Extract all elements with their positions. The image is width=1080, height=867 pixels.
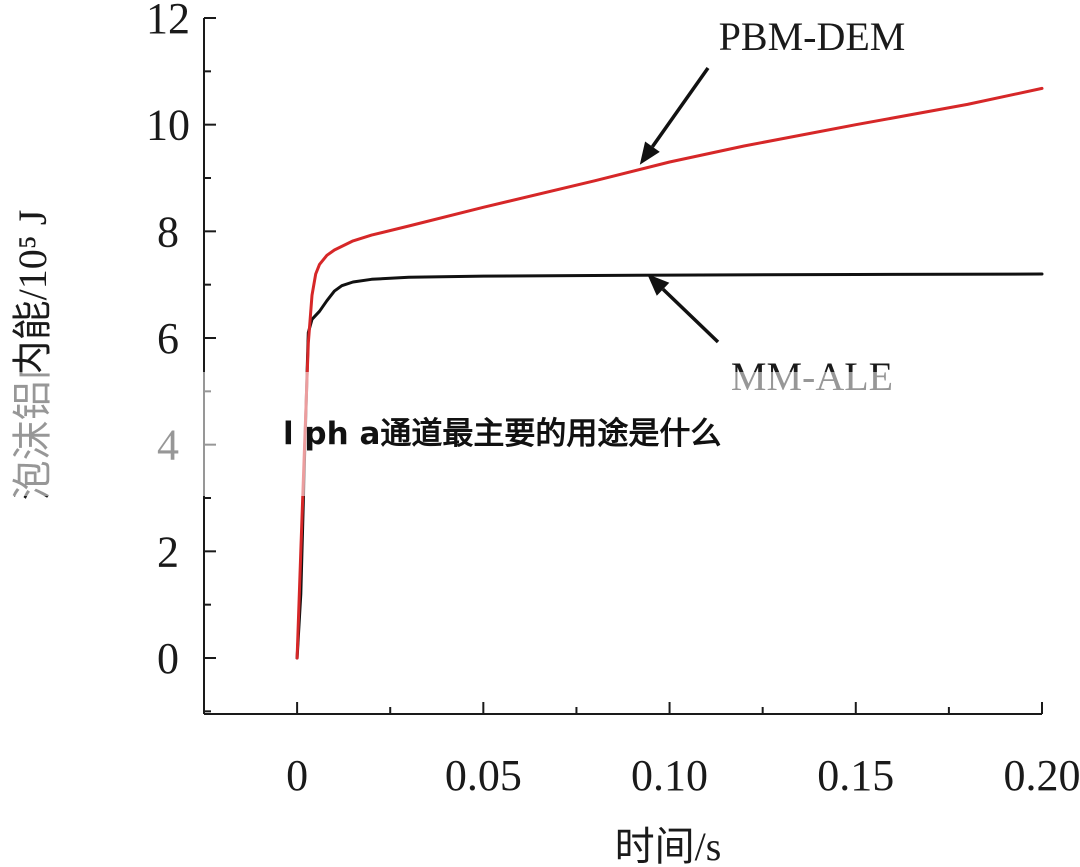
annotation-arrow-head: [647, 274, 670, 296]
y-tick-label: 2: [157, 527, 179, 576]
y-tick-label: 12: [146, 0, 190, 43]
annotation-arrow-shaft: [651, 66, 710, 148]
annotations: PBM-DEMMM-ALE: [639, 14, 906, 399]
y-ticks: 024681012: [146, 0, 216, 713]
x-tick-label: 0.20: [1004, 751, 1080, 800]
x-axis-title: 时间/s: [615, 824, 722, 867]
y-tick-label: 8: [157, 207, 179, 256]
overlay-caption: l ph a通道最主要的用途是什么: [283, 416, 722, 452]
annotation-arrow-head: [639, 141, 660, 165]
x-ticks: 0 0.05 0.10 0.15 0.20: [286, 702, 1080, 800]
x-tick-label: 0.15: [817, 751, 894, 800]
y-tick-label: 10: [146, 101, 190, 150]
x-tick-label: 0.10: [631, 751, 708, 800]
x-tick-label: 0: [286, 751, 308, 800]
y-tick-label: 0: [157, 634, 179, 683]
annotation-arrow-shaft: [661, 287, 720, 344]
x-tick-label: 0.05: [445, 751, 522, 800]
series-line-pbm-dem: [295, 86, 1044, 660]
y-tick-label: 6: [157, 314, 179, 363]
annotation-label: PBM-DEM: [719, 14, 906, 59]
watermark-band: [0, 372, 1080, 496]
